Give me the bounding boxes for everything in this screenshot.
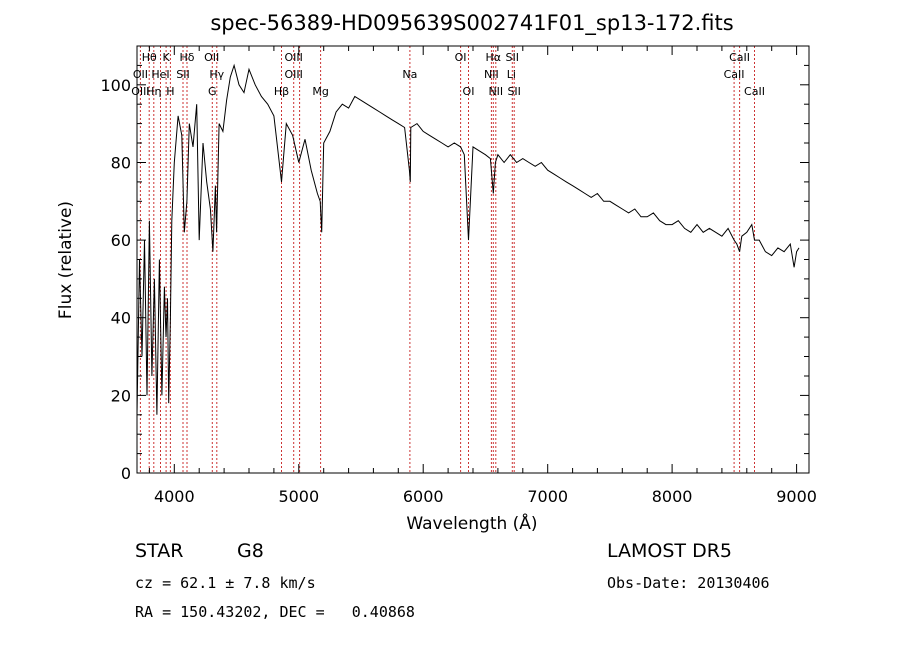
y-tick-label: 20 [111,386,131,405]
observation-date: Obs-Date: 20130406 [607,574,770,592]
line-marker-label: Na [402,68,417,81]
x-tick-label: 6000 [403,487,444,506]
line-marker-label: NII [484,68,499,81]
line-marker-label: OII [204,51,219,64]
y-axis-label: Flux (relative) [56,201,76,319]
line-marker-label: CaII [744,85,765,98]
line-marker-label: Hβ [274,85,289,98]
x-tick-label: 5000 [278,487,319,506]
x-axis-label: Wavelength (Å) [406,512,537,534]
x-tick-label: 7000 [527,487,568,506]
x-axis-ticks: 4000 5000 6000 7000 8000 9000 [148,46,817,506]
sky-coordinates: RA = 150.43202, DEC = 0.40868 [135,603,415,621]
chart-title: spec-56389-HD095639S002741F01_sp13-172.f… [210,11,733,36]
y-tick-label: 80 [111,154,131,173]
line-marker-label: Mg [312,85,328,98]
line-marker-label: Hθ [142,51,157,64]
line-marker-label: HeI [151,68,169,81]
object-type: STAR [135,540,184,562]
line-marker-label: OI [455,51,467,64]
line-marker-label: SII [506,51,519,64]
line-marker-label: OIII [131,85,149,98]
line-marker-label: CaII [724,68,745,81]
line-marker-label: OII [133,68,148,81]
line-marker-label: K [162,51,170,64]
redshift-velocity: cz = 62.1 ± 7.8 km/s [135,574,316,592]
line-marker-label: OIII [285,51,303,64]
line-marker-label: OI [463,85,475,98]
line-marker-label: SII [507,85,520,98]
line-marker-label: H [166,85,174,98]
y-tick-label: 0 [121,464,131,483]
survey-name: LAMOST DR5 [607,540,732,562]
line-marker-label: NII [488,85,503,98]
plot-frame [136,45,810,474]
line-marker-label: Hα [486,51,502,64]
spectral-subclass: G8 [237,540,264,562]
x-tick-label: 4000 [154,487,195,506]
line-marker-label: OIII [285,68,303,81]
line-marker-label: Hη [146,85,161,98]
line-marker-label: CaII [729,51,750,64]
line-marker-label: Li [507,68,516,81]
emission-line-markers [139,46,755,473]
y-tick-label: 100 [100,76,131,95]
line-marker-label: Hγ [209,68,224,81]
line-marker-label: SII [176,68,189,81]
spectrum-line [136,63,800,415]
line-marker-label: G [208,85,217,98]
line-marker-label: Hδ [179,51,194,64]
y-axis-ticks: 0 20 40 60 80 100 [100,45,809,483]
x-tick-label: 9000 [776,487,817,506]
x-tick-label: 8000 [652,487,693,506]
y-tick-label: 60 [111,231,131,250]
y-tick-label: 40 [111,309,131,328]
